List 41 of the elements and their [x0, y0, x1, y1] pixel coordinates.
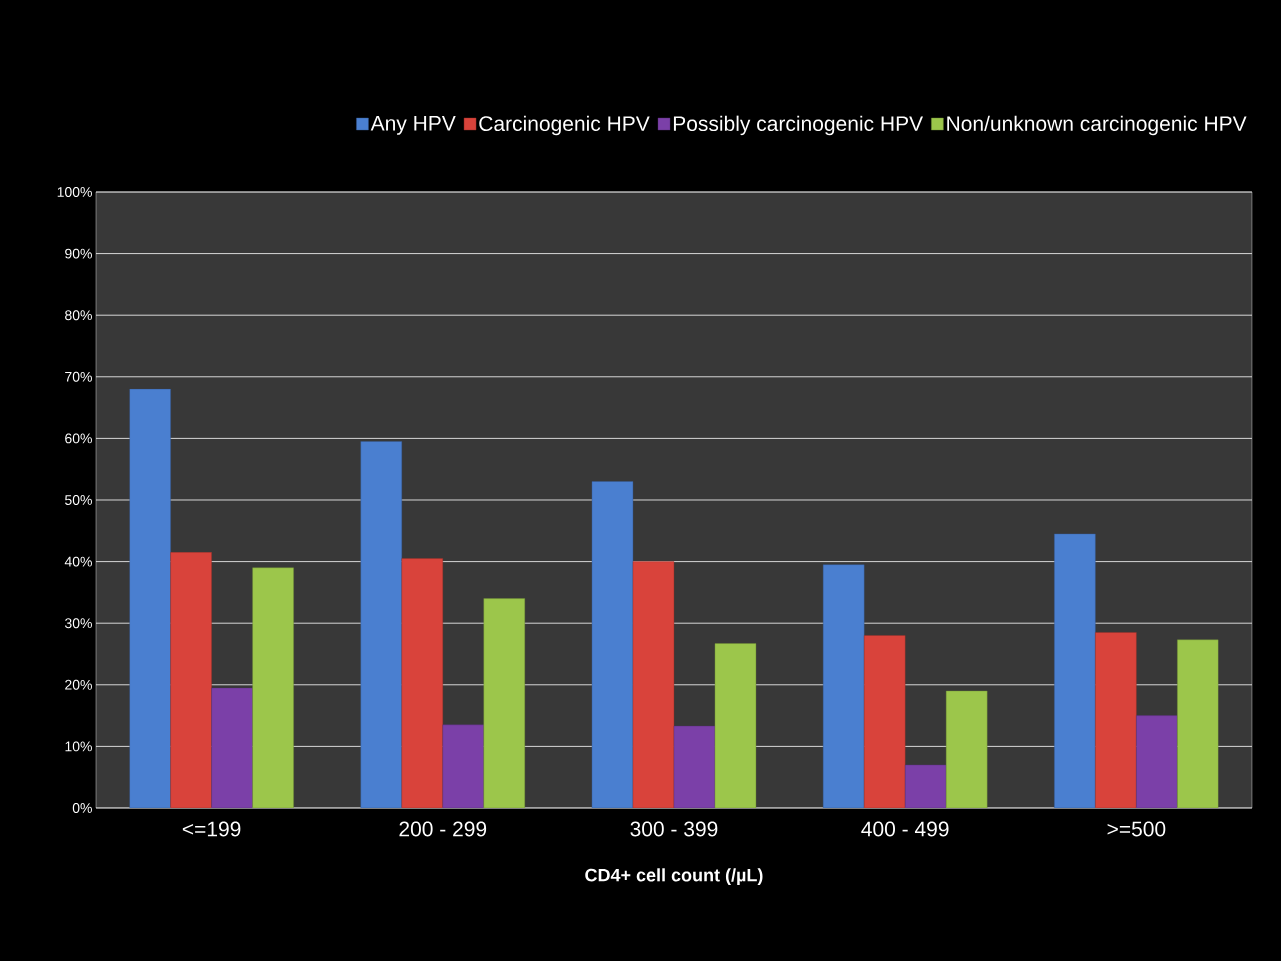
bar	[442, 724, 484, 808]
y-tick-label: 100%	[57, 187, 92, 197]
legend-label: Carcinogenic HPV	[479, 115, 650, 136]
bar	[1095, 632, 1137, 808]
bar	[591, 481, 634, 808]
legend-label: Possibly carcinogenic HPV	[673, 115, 924, 136]
bar	[1177, 639, 1219, 808]
y-tick-label: 0%	[72, 803, 92, 813]
y-tick-label: 10%	[65, 741, 92, 752]
bar	[360, 441, 402, 808]
y-tick-label: 70%	[65, 371, 92, 382]
bar	[632, 561, 675, 808]
x-tick-label: <=199	[182, 821, 241, 837]
legend-label: Any HPV	[370, 116, 456, 135]
x-tick-label: 200 - 299	[399, 821, 487, 837]
y-tick-label: 80%	[65, 310, 92, 321]
bar	[822, 564, 865, 808]
bar	[211, 687, 253, 808]
bar	[945, 690, 988, 808]
bar	[714, 643, 757, 808]
bar	[252, 567, 294, 808]
y-tick-label: 50%	[65, 495, 92, 505]
bar	[1054, 533, 1096, 808]
x-tick-label: 400 - 499	[861, 821, 949, 837]
bar	[1136, 715, 1178, 808]
bar	[863, 635, 906, 808]
y-tick-label: 20%	[65, 679, 92, 690]
bar	[483, 598, 525, 808]
x-tick-label: >=500	[1107, 821, 1166, 837]
y-tick-label: 90%	[65, 248, 92, 259]
bar	[170, 552, 212, 808]
x-axis-title: CD4+ cell count (/µL)	[585, 868, 763, 886]
legend-label: Non/unknown carcinogenic HPV	[947, 115, 1247, 136]
bar	[129, 388, 171, 808]
x-tick-label: 300 - 399	[630, 821, 718, 837]
y-tick-label: 30%	[64, 618, 92, 629]
bar	[401, 558, 443, 808]
y-tick-label: 40%	[64, 556, 92, 567]
bar	[673, 725, 716, 808]
bar	[904, 764, 947, 808]
y-tick-label: 60%	[65, 433, 92, 444]
